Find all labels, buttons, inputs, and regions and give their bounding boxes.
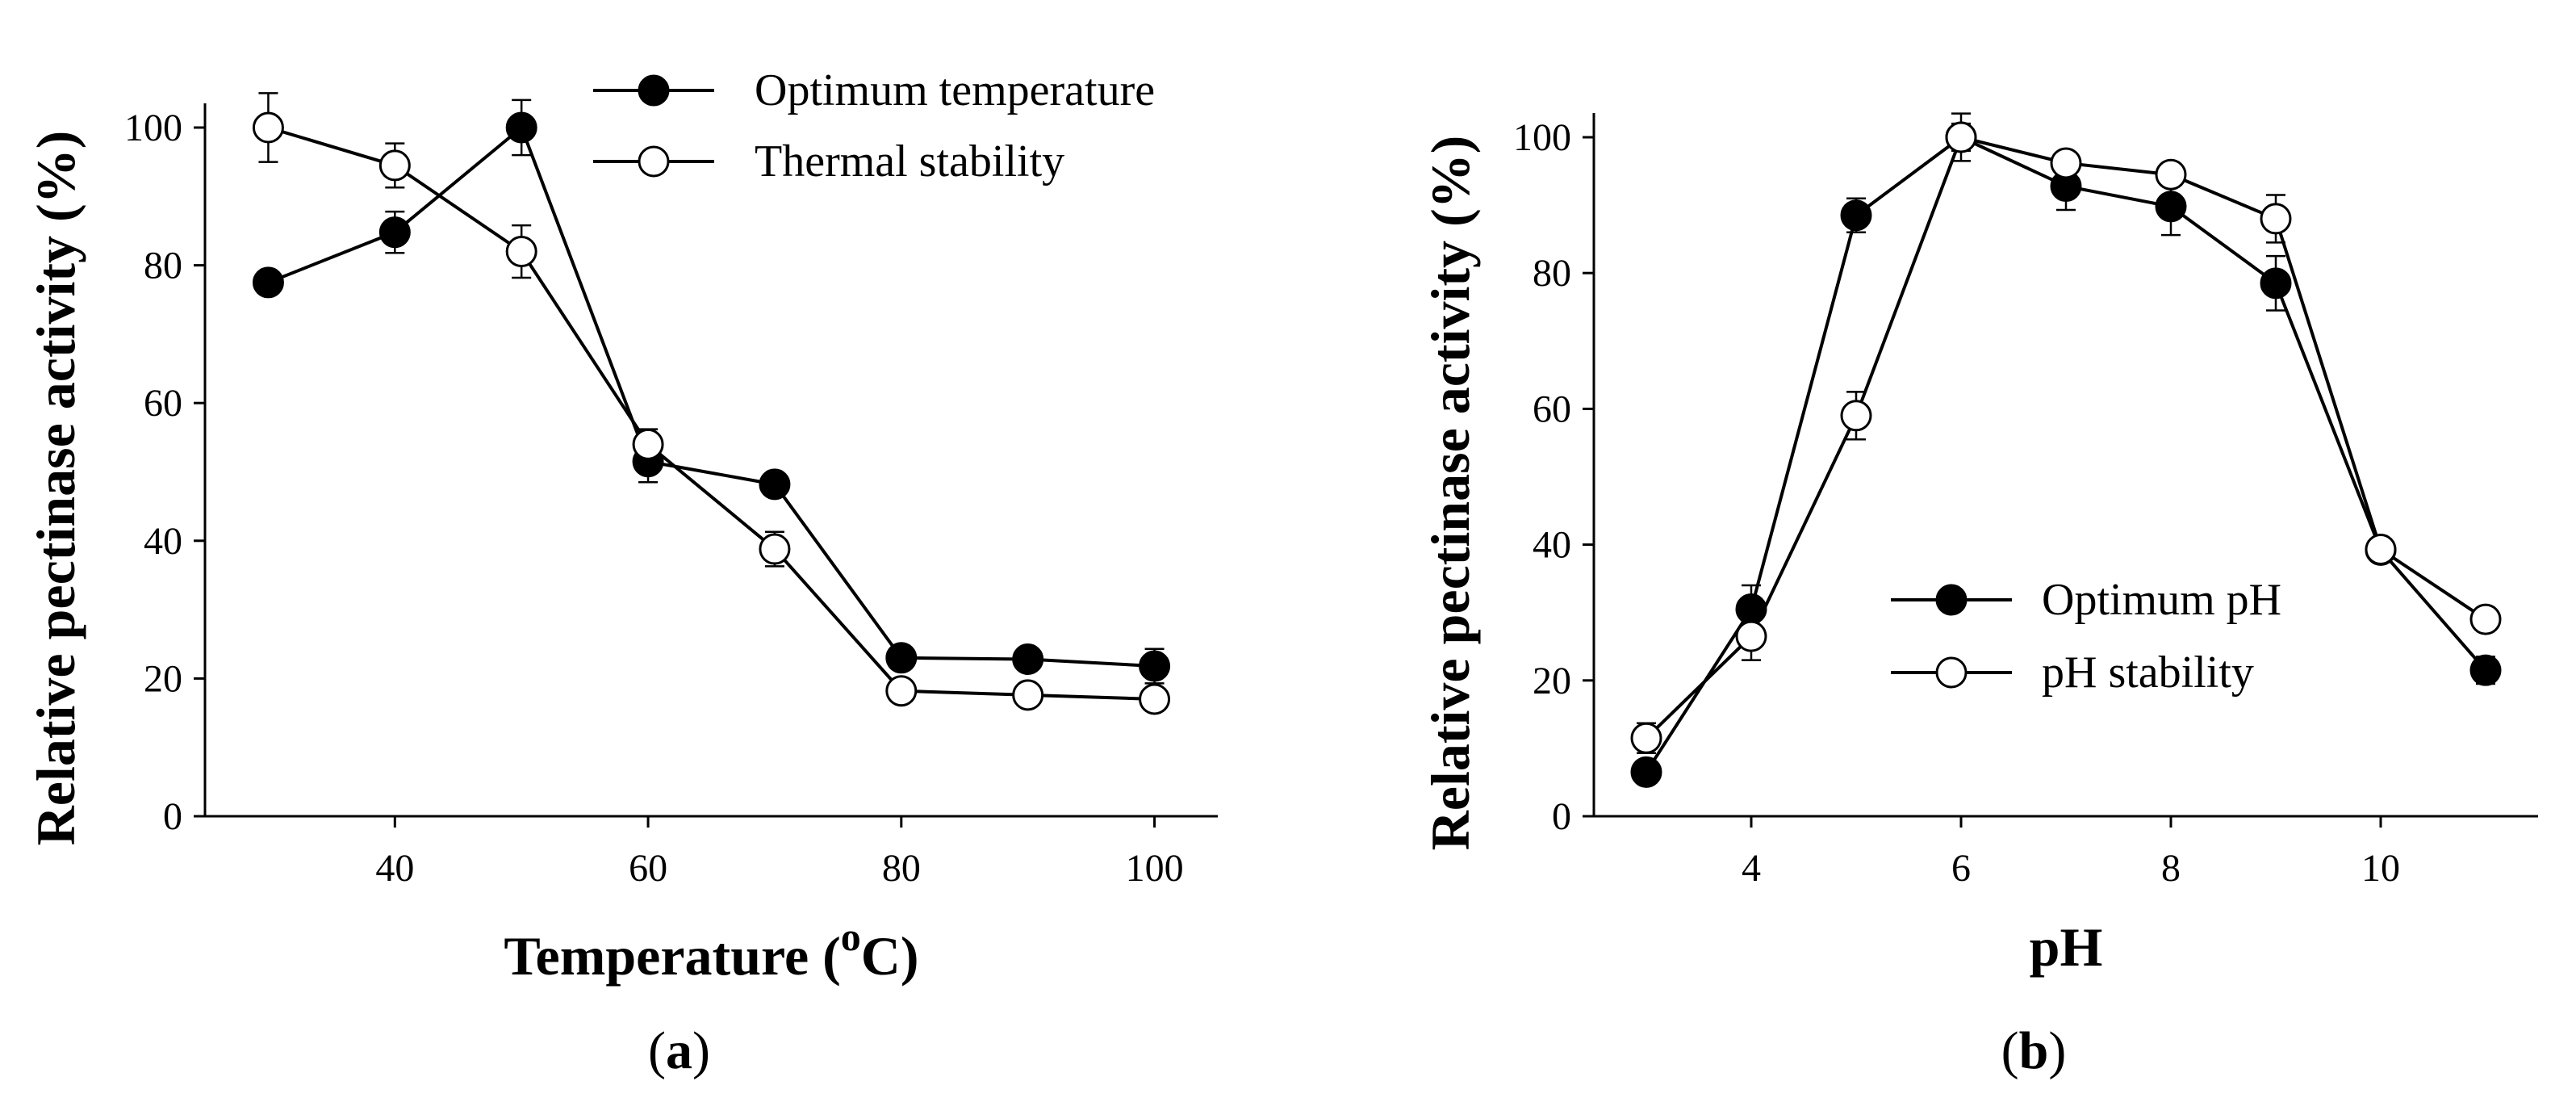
x-tick-label: 8 <box>2161 847 2181 890</box>
data-point <box>1945 121 1977 153</box>
chart-panel-a: 0 20 40 60 80 100 40 60 80 100 Relative pectinase … <box>25 65 1218 1080</box>
legend-label: Optimum temperature <box>755 65 1155 115</box>
y-tick-label: 0 <box>163 795 182 838</box>
data-point <box>2469 603 2502 635</box>
data-point <box>1139 683 1171 715</box>
series-optimum-temperature <box>252 98 1171 685</box>
data-point <box>2260 267 2292 300</box>
data-point <box>1735 620 1767 652</box>
series-ph-stability <box>1630 112 2502 755</box>
legend-label: pH stability <box>2042 647 2254 698</box>
data-point <box>759 533 791 565</box>
x-axis-label: Temperature (oC) <box>504 914 918 987</box>
legend: Optimum pH pH stability <box>1891 575 2281 698</box>
x-tick-label: 6 <box>1951 847 1971 890</box>
data-point <box>632 428 664 460</box>
x-axis-label-tail: C) <box>861 925 919 987</box>
panel-label-open: ( <box>648 1021 666 1080</box>
x-axis-label: pH <box>2030 916 2103 978</box>
data-point <box>1630 722 1662 754</box>
data-point <box>1840 400 1872 432</box>
data-point <box>2050 147 2082 179</box>
data-point <box>2155 158 2187 191</box>
legend-marker <box>638 145 670 178</box>
data-point <box>505 111 537 144</box>
y-tick-label: 80 <box>144 245 182 287</box>
y-tick-label: 20 <box>144 657 182 700</box>
series-line <box>267 126 1155 701</box>
data-point <box>378 149 411 182</box>
y-tick-label: 40 <box>1533 524 1571 567</box>
panel-label: (b) <box>2001 1021 2067 1080</box>
panel-label-close: ) <box>692 1021 710 1080</box>
y-tick-label: 80 <box>1533 252 1571 295</box>
legend-marker <box>1935 656 1968 689</box>
data-point <box>885 675 918 707</box>
series-optimum-ph <box>1630 121 2502 788</box>
legend-label: Thermal stability <box>755 136 1064 186</box>
panel-label-open: ( <box>2001 1021 2019 1080</box>
data-point <box>2260 203 2292 235</box>
data-point <box>1630 756 1662 788</box>
data-point <box>759 468 791 501</box>
series-thermal-stability <box>252 92 1171 715</box>
y-axis-label: Relative pectinase activity (%) <box>25 131 86 846</box>
data-point <box>1012 679 1044 711</box>
series-line <box>267 124 1155 668</box>
data-point <box>378 216 411 249</box>
legend-marker <box>1935 584 1968 616</box>
x-tick-label: 4 <box>1742 847 1761 890</box>
data-point <box>2155 191 2187 223</box>
data-point <box>885 642 918 674</box>
data-point <box>1012 643 1044 676</box>
legend: Optimum temperature Thermal stability <box>593 65 1155 186</box>
x-tick-label: 10 <box>2361 847 2400 890</box>
data-point <box>252 111 284 144</box>
x-tick-label: 60 <box>629 847 667 890</box>
panel-label-letter: b <box>2019 1021 2049 1080</box>
y-tick-label: 0 <box>1552 795 1571 838</box>
x-tick-label: 40 <box>375 847 414 890</box>
y-tick-label: 60 <box>1533 388 1571 430</box>
x-tick-label: 80 <box>882 847 921 890</box>
data-point <box>1840 199 1872 232</box>
data-point <box>2469 654 2502 686</box>
panel-label-letter: a <box>666 1021 692 1080</box>
legend-label: Optimum pH <box>2042 575 2281 625</box>
y-tick-label: 60 <box>144 382 182 425</box>
panel-label: (a) <box>648 1021 710 1080</box>
data-point <box>1139 650 1171 682</box>
x-axis-label-main: Temperature ( <box>504 925 840 987</box>
y-axis-label: Relative pectinase activity (%) <box>1420 136 1481 851</box>
data-point <box>505 236 537 268</box>
x-axis-label-sup: o <box>841 914 861 959</box>
x-tick-label: 100 <box>1126 847 1184 890</box>
data-point <box>252 266 284 299</box>
y-tick-label: 100 <box>1513 116 1571 159</box>
data-point <box>2365 533 2397 565</box>
y-tick-label: 20 <box>1533 660 1571 702</box>
y-tick-label: 40 <box>144 520 182 563</box>
x-axis-label-main: pH <box>2030 916 2103 978</box>
y-tick-label: 100 <box>124 107 182 149</box>
legend-marker <box>638 74 670 107</box>
panel-label-close: ) <box>2048 1021 2066 1080</box>
chart-panel-b: 0 20 40 60 80 100 4 6 8 10 Relative pectinase acti… <box>1420 112 2538 1080</box>
